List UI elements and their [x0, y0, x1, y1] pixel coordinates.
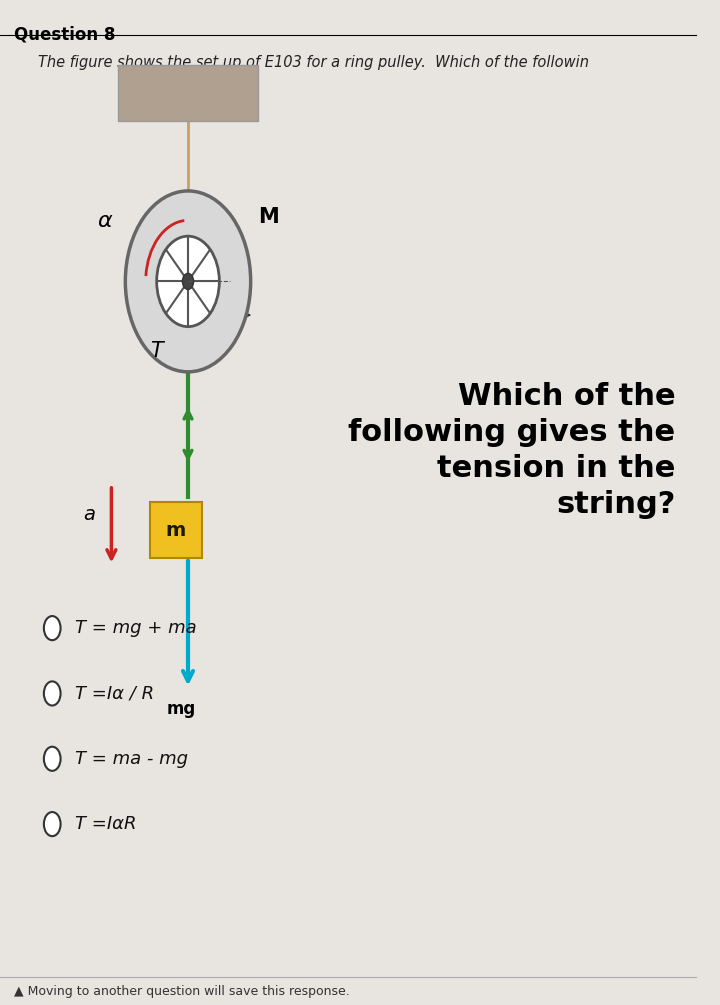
Text: M: M — [258, 207, 279, 226]
Text: T =IαR: T =IαR — [74, 815, 136, 833]
Text: r: r — [204, 257, 210, 271]
Circle shape — [157, 236, 220, 327]
Text: $\alpha$: $\alpha$ — [97, 211, 114, 231]
Text: a: a — [84, 506, 96, 524]
Text: m: m — [166, 521, 186, 540]
Text: Question 8: Question 8 — [14, 25, 115, 43]
Text: T: T — [150, 341, 163, 361]
Text: The figure shows the set up of E103 for a ring pulley.  Which of the followin: The figure shows the set up of E103 for … — [38, 55, 589, 70]
Circle shape — [44, 812, 60, 836]
Text: T = mg + ma: T = mg + ma — [74, 619, 196, 637]
Circle shape — [125, 191, 251, 372]
Text: T = ma - mg: T = ma - mg — [74, 750, 187, 768]
Text: T =Iα / R: T =Iα / R — [74, 684, 153, 702]
Text: R: R — [205, 292, 215, 306]
Text: Which of the
following gives the
tension in the
string?: Which of the following gives the tension… — [348, 382, 675, 519]
Text: ▲ Moving to another question will save this response.: ▲ Moving to another question will save t… — [14, 985, 350, 998]
Circle shape — [44, 747, 60, 771]
FancyBboxPatch shape — [150, 502, 202, 558]
Circle shape — [182, 273, 194, 289]
FancyBboxPatch shape — [118, 65, 258, 121]
Text: mg: mg — [166, 699, 196, 718]
Circle shape — [44, 616, 60, 640]
Circle shape — [44, 681, 60, 706]
